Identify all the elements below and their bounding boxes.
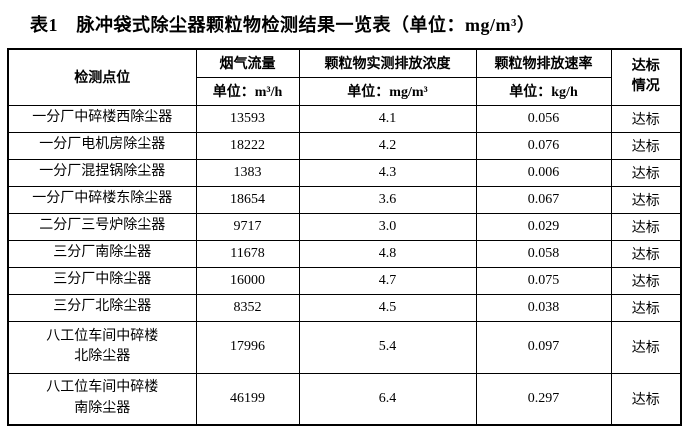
table-row: 三分厂中除尘器 16000 4.7 0.075 达标 <box>7 266 682 295</box>
table-row: 一分厂混捏锅除尘器 1383 4.3 0.006 达标 <box>7 158 682 187</box>
flow-cell: 8352 <box>195 293 300 322</box>
table-body: 一分厂中碎楼西除尘器 13593 4.1 0.056 达标 一分厂电机房除尘器 … <box>7 104 682 426</box>
status-cell: 达标 <box>610 266 682 295</box>
col-header-rate: 颗粒物排放速率 <box>475 48 612 78</box>
rate-cell: 0.076 <box>475 131 612 160</box>
flow-cell: 46199 <box>195 372 300 426</box>
concentration-cell: 4.1 <box>298 104 477 133</box>
table-row: 二分厂三号炉除尘器 9717 3.0 0.029 达标 <box>7 212 682 241</box>
col-header-flow: 烟气流量 <box>195 48 300 78</box>
concentration-cell: 3.0 <box>298 212 477 241</box>
table-row: 一分厂电机房除尘器 18222 4.2 0.076 达标 <box>7 131 682 160</box>
site-cell: 三分厂南除尘器 <box>7 239 197 268</box>
rate-cell: 0.067 <box>475 185 612 214</box>
site-cell: 三分厂中除尘器 <box>7 266 197 295</box>
flow-cell: 16000 <box>195 266 300 295</box>
table-row: 八工位车间中碎楼 北除尘器 17996 5.4 0.097 达标 <box>7 320 682 374</box>
rate-cell: 0.297 <box>475 372 612 426</box>
site-cell: 八工位车间中碎楼 南除尘器 <box>7 372 197 426</box>
concentration-cell: 4.8 <box>298 239 477 268</box>
status-cell: 达标 <box>610 158 682 187</box>
rate-cell: 0.006 <box>475 158 612 187</box>
status-cell: 达标 <box>610 372 682 426</box>
site-cell: 三分厂北除尘器 <box>7 293 197 322</box>
unit-rate: 单位：kg/h <box>475 76 612 106</box>
status-cell: 达标 <box>610 131 682 160</box>
site-cell: 一分厂中碎楼东除尘器 <box>7 185 197 214</box>
site-cell: 一分厂混捏锅除尘器 <box>7 158 197 187</box>
concentration-cell: 4.2 <box>298 131 477 160</box>
site-cell: 一分厂电机房除尘器 <box>7 131 197 160</box>
site-cell: 八工位车间中碎楼 北除尘器 <box>7 320 197 374</box>
flow-cell: 9717 <box>195 212 300 241</box>
rate-cell: 0.058 <box>475 239 612 268</box>
col-header-concentration: 颗粒物实测排放浓度 <box>298 48 477 78</box>
flow-cell: 11678 <box>195 239 300 268</box>
unit-concentration: 单位：mg/m³ <box>298 76 477 106</box>
header-row-titles: 检测点位 烟气流量 颗粒物实测排放浓度 颗粒物排放速率 达标 情况 <box>7 48 682 106</box>
concentration-cell: 4.5 <box>298 293 477 322</box>
table-row: 三分厂北除尘器 8352 4.5 0.038 达标 <box>7 293 682 322</box>
table-title: 表1 脉冲袋式除尘器颗粒物检测结果一览表（单位：mg/m³） <box>30 15 536 35</box>
table-header: 检测点位 烟气流量 颗粒物实测排放浓度 颗粒物排放速率 达标 情况 单位：m³/… <box>7 48 682 106</box>
concentration-cell: 3.6 <box>298 185 477 214</box>
rate-cell: 0.038 <box>475 293 612 322</box>
table-row: 三分厂南除尘器 11678 4.8 0.058 达标 <box>7 239 682 268</box>
detection-results-table: 检测点位 烟气流量 颗粒物实测排放浓度 颗粒物排放速率 达标 情况 单位：m³/… <box>7 48 682 426</box>
col-header-status: 达标 情况 <box>610 48 682 106</box>
col-header-site: 检测点位 <box>7 48 197 106</box>
table-row: 一分厂中碎楼东除尘器 18654 3.6 0.067 达标 <box>7 185 682 214</box>
status-cell: 达标 <box>610 104 682 133</box>
flow-cell: 18654 <box>195 185 300 214</box>
concentration-cell: 6.4 <box>298 372 477 426</box>
site-cell: 一分厂中碎楼西除尘器 <box>7 104 197 133</box>
concentration-cell: 4.3 <box>298 158 477 187</box>
status-cell: 达标 <box>610 293 682 322</box>
concentration-cell: 4.7 <box>298 266 477 295</box>
flow-cell: 18222 <box>195 131 300 160</box>
status-cell: 达标 <box>610 320 682 374</box>
status-cell: 达标 <box>610 212 682 241</box>
table-row: 八工位车间中碎楼 南除尘器 46199 6.4 0.297 达标 <box>7 372 682 426</box>
unit-flow: 单位：m³/h <box>195 76 300 106</box>
table-row: 一分厂中碎楼西除尘器 13593 4.1 0.056 达标 <box>7 104 682 133</box>
status-cell: 达标 <box>610 239 682 268</box>
rate-cell: 0.097 <box>475 320 612 374</box>
status-cell: 达标 <box>610 185 682 214</box>
flow-cell: 17996 <box>195 320 300 374</box>
rate-cell: 0.056 <box>475 104 612 133</box>
flow-cell: 13593 <box>195 104 300 133</box>
concentration-cell: 5.4 <box>298 320 477 374</box>
rate-cell: 0.029 <box>475 212 612 241</box>
rate-cell: 0.075 <box>475 266 612 295</box>
site-cell: 二分厂三号炉除尘器 <box>7 212 197 241</box>
flow-cell: 1383 <box>195 158 300 187</box>
header-row-units: 单位：m³/h 单位：mg/m³ 单位：kg/h <box>8 76 681 106</box>
